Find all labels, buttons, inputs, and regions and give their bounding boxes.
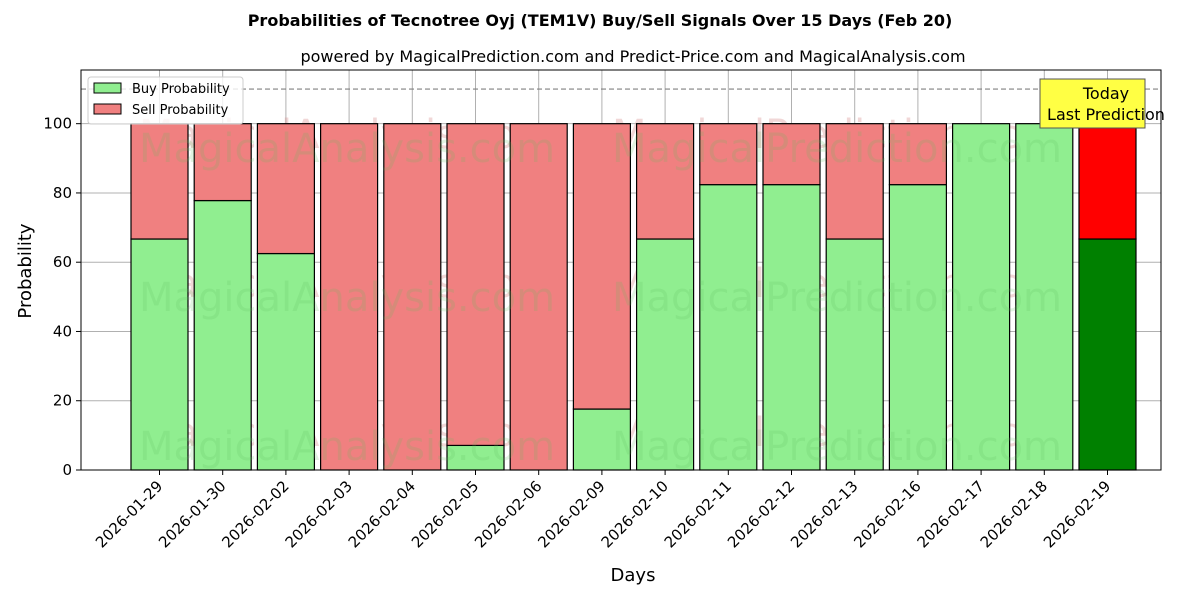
x-tick-label: 2026-02-11 <box>661 477 735 551</box>
x-tick-label: 2026-02-17 <box>914 477 988 551</box>
bar-sell <box>635 123 695 240</box>
x-tick-label: 2026-02-06 <box>471 477 545 551</box>
watermark-text: MagicalAnalysis.com <box>139 275 555 321</box>
legend: Buy Probability Sell Probability <box>87 76 244 125</box>
bar-sell <box>572 123 632 410</box>
y-tick-label: 100 <box>43 115 72 133</box>
y-tick-label: 80 <box>53 184 72 202</box>
bars: MagicalAnalysis.com MagicalPrediction.com… <box>130 123 1137 471</box>
legend-sell-swatch <box>93 103 122 115</box>
bar-sell <box>888 123 948 186</box>
y-tick-label: 60 <box>53 253 72 271</box>
bar-buy <box>825 238 884 471</box>
y-tick-label: 20 <box>53 392 72 410</box>
x-axis-ticks: 2026-01-292026-01-302026-02-022026-02-03… <box>92 470 1114 551</box>
bar-sell <box>762 123 821 186</box>
bar-buy <box>130 238 189 471</box>
x-tick-label: 2026-02-10 <box>598 477 672 551</box>
watermark-text: MagicalPrediction.com <box>612 424 1062 470</box>
bar-sell <box>446 123 505 447</box>
bar-sell <box>699 123 758 186</box>
x-tick-label: 2026-02-19 <box>1040 477 1114 551</box>
bar-buy <box>193 199 252 471</box>
x-tick-label: 2026-02-18 <box>977 477 1051 551</box>
x-tick-label: 2026-02-16 <box>850 477 924 551</box>
bar-sell <box>193 123 252 202</box>
x-tick-label: 2026-02-09 <box>534 477 608 551</box>
legend-buy-label: Buy Probability <box>132 82 230 97</box>
x-tick-label: 2026-01-29 <box>92 477 166 551</box>
bar-buy <box>762 184 821 471</box>
annotation-box <box>1039 78 1146 129</box>
watermark-text: MagicalAnalysis.com <box>139 424 555 470</box>
bar-buy <box>951 123 1011 471</box>
bar-buy <box>635 238 695 471</box>
y-axis-ticks: 0 20 40 60 80 100 <box>43 115 81 479</box>
annotation-text: Today <box>1082 84 1129 103</box>
legend-sell-label: Sell Probability <box>132 103 229 118</box>
x-tick-label: 2026-02-03 <box>282 477 356 551</box>
watermark-text: MagicalPrediction.com <box>612 275 1062 321</box>
bar-buy <box>699 184 758 471</box>
watermark-text: MagicalPrediction.com <box>612 126 1062 172</box>
chart-subtitle: powered by MagicalPrediction.com and Pre… <box>300 47 965 66</box>
bar-buy <box>888 184 948 471</box>
bar-buy <box>1078 238 1137 471</box>
bar-buy <box>256 252 315 471</box>
y-tick-label: 40 <box>53 322 72 340</box>
x-tick-label: 2026-02-12 <box>724 477 798 551</box>
chart-title: Probabilities of Tecnotree Oyj (TEM1V) B… <box>248 11 953 30</box>
legend-buy-swatch <box>93 82 122 94</box>
bar-buy <box>446 444 505 471</box>
today-annotation: Today Last Prediction <box>1039 78 1165 129</box>
bar-sell <box>256 123 315 255</box>
x-tick-label: 2026-02-02 <box>218 477 292 551</box>
bar-sell <box>130 123 189 240</box>
legend-box <box>87 76 244 125</box>
x-tick-label: 2026-02-04 <box>345 477 419 551</box>
annotation-text: Last Prediction <box>1047 105 1165 124</box>
x-axis-label: Days <box>611 565 656 586</box>
y-axis-label: Probability <box>15 223 36 318</box>
y-tick-label: 0 <box>62 461 72 479</box>
plot-frame <box>80 69 1162 471</box>
x-tick-label: 2026-02-13 <box>787 477 861 551</box>
bar-sell <box>825 123 884 240</box>
x-tick-label: 2026-02-05 <box>408 477 482 551</box>
x-tick-label: 2026-01-30 <box>155 477 229 551</box>
watermark-text: MagicalAnalysis.com <box>139 126 555 172</box>
bar-sell <box>1078 123 1137 240</box>
